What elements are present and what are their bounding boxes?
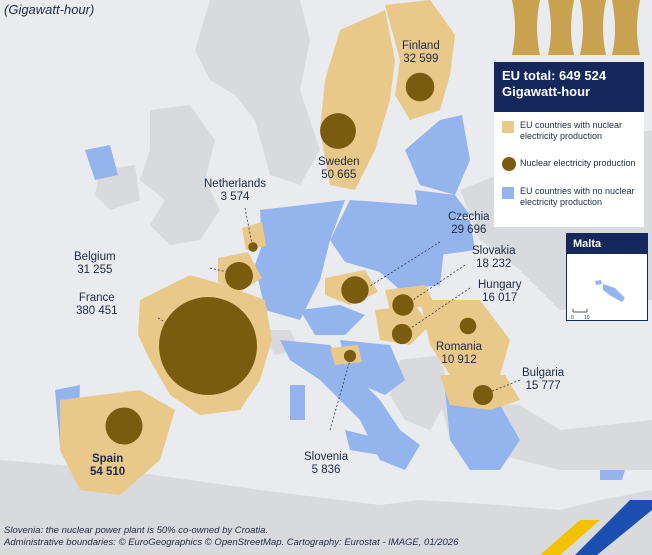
legend-swatch-nuclear [502, 121, 514, 133]
malta-inset-map: 0 10 [571, 280, 625, 321]
bubble-sweden [320, 113, 356, 149]
bubble-slovakia [392, 294, 414, 316]
bubble-finland [405, 72, 435, 102]
label-hungary: Hungary 16 017 [478, 279, 522, 304]
production-bubbles [105, 72, 493, 445]
bubble-czechia [341, 276, 369, 304]
footnote-credits: Administrative boundaries: © EuroGeograp… [4, 537, 459, 548]
malta-scale-tick-10: 10 [584, 315, 590, 320]
footnote-slovenia: Slovenia: the nuclear power plant is 50%… [4, 525, 269, 536]
label-netherlands: Netherlands 3 574 [204, 178, 267, 203]
bubble-belgium [225, 262, 253, 290]
eu-total-box: EU total: 649 524 Gigawatt-hour [494, 62, 644, 112]
cooling-towers-illustration [512, 0, 640, 55]
legend-circle-production [502, 157, 516, 171]
label-belgium: Belgium 31 255 [74, 251, 116, 276]
label-slovenia: Slovenia 5 836 [304, 451, 349, 476]
malta-scale-tick-0: 0 [571, 315, 574, 320]
bubble-netherlands [248, 242, 258, 252]
eu-total-unit: Gigawatt-hour [502, 84, 591, 99]
leader-lines [157, 207, 521, 431]
label-spain: Spain 54 510 [90, 453, 126, 478]
eurostat-corner-logo [540, 500, 652, 555]
label-romania: Romania 10 912 [436, 341, 483, 366]
label-slovakia: Slovakia 18 232 [472, 245, 516, 270]
label-france: France 380 451 [76, 292, 118, 317]
label-czechia: Czechia 29 696 [448, 211, 490, 236]
label-sweden: Sweden 50 665 [318, 156, 360, 181]
bubble-spain [105, 407, 143, 445]
label-finland: Finland 32 599 [402, 40, 440, 65]
bubble-bulgaria [473, 385, 493, 405]
unit-label: (Gigawatt-hour) [4, 2, 95, 17]
eu-total-value: EU total: 649 524 [502, 68, 607, 83]
bubble-hungary [391, 323, 413, 345]
bubble-slovenia [343, 349, 357, 363]
bubble-romania [459, 317, 477, 335]
label-bulgaria: Bulgaria 15 777 [522, 367, 565, 392]
malta-inset: Malta 0 10 [566, 233, 648, 321]
legend: EU countries with nuclear electricity pr… [494, 112, 644, 227]
footnotes: Slovenia: the nuclear power plant is 50%… [4, 525, 458, 549]
malta-inset-title: Malta [567, 234, 647, 254]
bubble-france [159, 297, 257, 395]
legend-swatch-non-nuclear [502, 187, 514, 199]
